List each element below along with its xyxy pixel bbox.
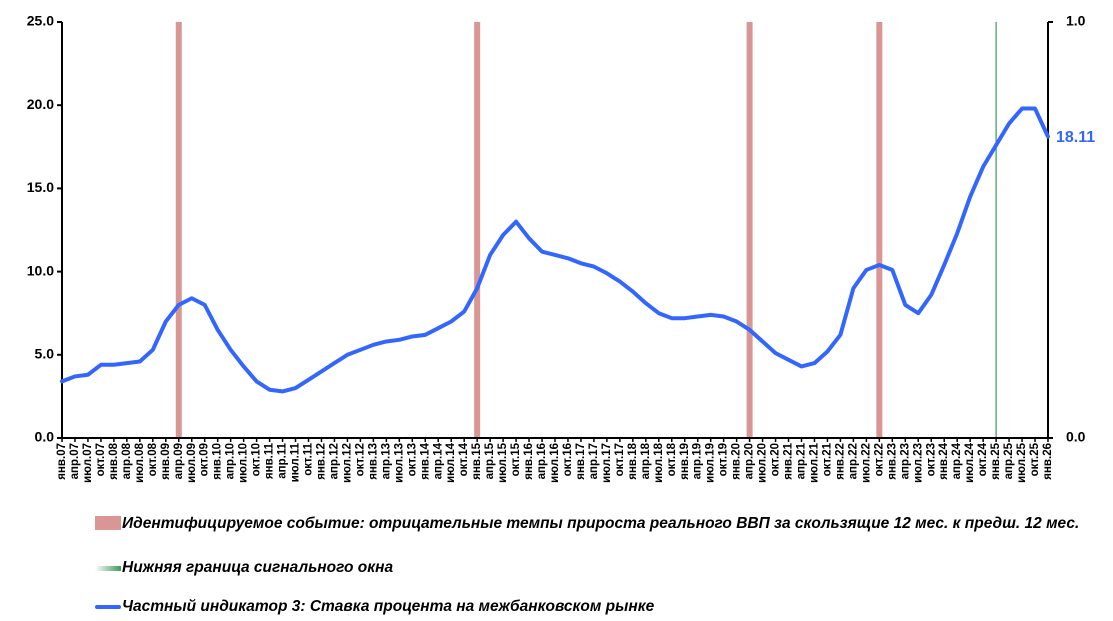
x-tick-label: янв.11 [264, 442, 276, 479]
legend-text: Частный индикатор 3: Ставка процента на … [122, 598, 655, 615]
x-tick-label: окт.11 [303, 442, 315, 475]
x-tick-label: июл.09 [186, 443, 198, 483]
x-tick-label: июл.15 [497, 442, 509, 483]
x-tick-label: апр.14 [432, 442, 444, 479]
x-tick-label: окт.07 [95, 443, 107, 476]
y2-tick-label: 1.0 [1066, 13, 1086, 29]
x-tick-label: окт.15 [510, 442, 522, 476]
y2-tick-label: 0.0 [1066, 429, 1086, 445]
x-tick-label: июл.18 [653, 442, 665, 483]
x-tick-label: янв.23 [886, 443, 898, 480]
y-tick-label: 10.0 [27, 262, 54, 278]
x-tick-label: янв.08 [108, 442, 120, 479]
x-tick-label: апр.08 [121, 442, 133, 479]
x-tick-label: июл.14 [445, 442, 457, 483]
x-tick-label: янв.26 [1042, 443, 1054, 480]
event-bar [876, 22, 883, 438]
x-tick-label: янв.19 [679, 443, 691, 480]
x-tick-label: апр.10 [225, 443, 237, 479]
x-tick-label: янв.18 [627, 442, 639, 479]
y-tick-label: 0.0 [35, 429, 55, 445]
plot: 0.0 5.0 10.0 15.0 20.0 25.0 0.0 1.0 янв.07 апр.07… [27, 13, 1096, 483]
x-tick-label: окт.13 [406, 443, 418, 476]
x-tick-label: апр.12 [328, 443, 340, 479]
x-tick-label: апр.17 [588, 443, 600, 479]
x-tick-label: янв.22 [834, 443, 846, 480]
legend-text: Идентифицируемое событие: отрицательные … [122, 515, 1080, 532]
x-tick-label: июл.22 [860, 443, 872, 483]
x-tick-label: апр.22 [847, 443, 859, 479]
x-tick-label: окт.17 [614, 443, 626, 476]
x-tick-label: янв.10 [212, 443, 224, 480]
legend-text: Нижняя граница сигнального окна [122, 559, 394, 576]
x-tick-label: янв.15 [471, 442, 483, 479]
x-tick-label: окт.18 [666, 442, 678, 476]
x-tick-label: июл.25 [1016, 442, 1028, 483]
value-label: 18.11 [1056, 129, 1095, 146]
y-tick-label: 5.0 [35, 346, 55, 362]
x-tick-label: апр.07 [69, 443, 81, 479]
x-tick-label: апр.19 [692, 443, 704, 479]
x-tick-label: окт.21 [821, 442, 833, 476]
x-tick-label: янв.24 [938, 442, 950, 479]
x-tick-label: апр.11 [277, 442, 289, 478]
y-tick-label: 15.0 [27, 179, 54, 195]
line-series [60, 106, 1050, 394]
x-tick-label: июл.13 [393, 443, 405, 483]
x-tick-label: апр.21 [796, 442, 808, 479]
x-tick-label: янв.21 [783, 442, 795, 479]
x-tick-label: янв.09 [160, 443, 172, 480]
x-tick-label: янв.12 [316, 443, 328, 480]
x-tick-label: апр.20 [744, 443, 756, 479]
x-tick-label: апр.25 [1003, 442, 1015, 479]
x-tick-label: окт.14 [458, 442, 470, 476]
x-tick-label: июл.23 [912, 443, 924, 483]
x-tick-label: июл.19 [705, 443, 717, 483]
x-tick-label: янв.20 [731, 443, 743, 480]
x-tick-label: июл.12 [341, 443, 353, 483]
x-tick-label: янв.07 [56, 443, 68, 480]
x-tick-label: апр.24 [951, 442, 963, 479]
event-bar [175, 22, 182, 438]
y-tick-label: 25.0 [27, 13, 54, 29]
x-tick-label: июл.20 [757, 443, 769, 483]
x-tick-label: апр.13 [380, 443, 392, 479]
x-tick-label: июл.17 [601, 443, 613, 483]
x-tick-label: июл.10 [238, 443, 250, 483]
event-bar [474, 22, 481, 438]
legend-swatch [95, 605, 121, 609]
x-tick-label: янв.17 [575, 443, 587, 480]
x-tick-label: апр.09 [173, 443, 185, 479]
x-tick-label: июл.16 [549, 443, 561, 483]
event-bar [746, 22, 753, 438]
x-tick-label: апр.23 [899, 443, 911, 479]
x-tick-label: янв.16 [523, 443, 535, 480]
x-tick-label: апр.15 [484, 442, 496, 479]
legend-swatch [95, 566, 121, 571]
x-tick-label: окт.08 [147, 442, 159, 476]
x-tick-label: окт.10 [251, 443, 263, 476]
x-tick-label: окт.20 [770, 443, 782, 476]
x-tick-label: июл.07 [82, 443, 94, 483]
x-tick-label: окт.25 [1029, 442, 1041, 476]
x-tick-label: апр.18 [640, 442, 652, 479]
x-tick-label: окт.12 [354, 443, 366, 476]
x-tick-label: окт.23 [925, 443, 937, 476]
x-tick-label: окт.16 [562, 443, 574, 476]
x-tick-label: апр.16 [536, 443, 548, 479]
x-tick-label: июл.11 [290, 442, 302, 482]
x-tick-label: июл.24 [964, 442, 976, 483]
x-tick-label: янв.14 [419, 442, 431, 479]
x-tick-label: окт.19 [718, 443, 730, 476]
x-tick-label: янв.13 [367, 443, 379, 480]
legend-swatch [95, 516, 121, 530]
y-tick-label: 20.0 [27, 96, 54, 112]
x-tick-label: окт.24 [977, 442, 989, 476]
x-tick-label: янв.25 [990, 442, 1002, 479]
x-tick-label: июл.08 [134, 442, 146, 483]
x-tick-label: июл.21 [809, 442, 821, 483]
x-tick-label: окт.22 [873, 443, 885, 476]
x-tick-label: окт.09 [199, 443, 211, 476]
